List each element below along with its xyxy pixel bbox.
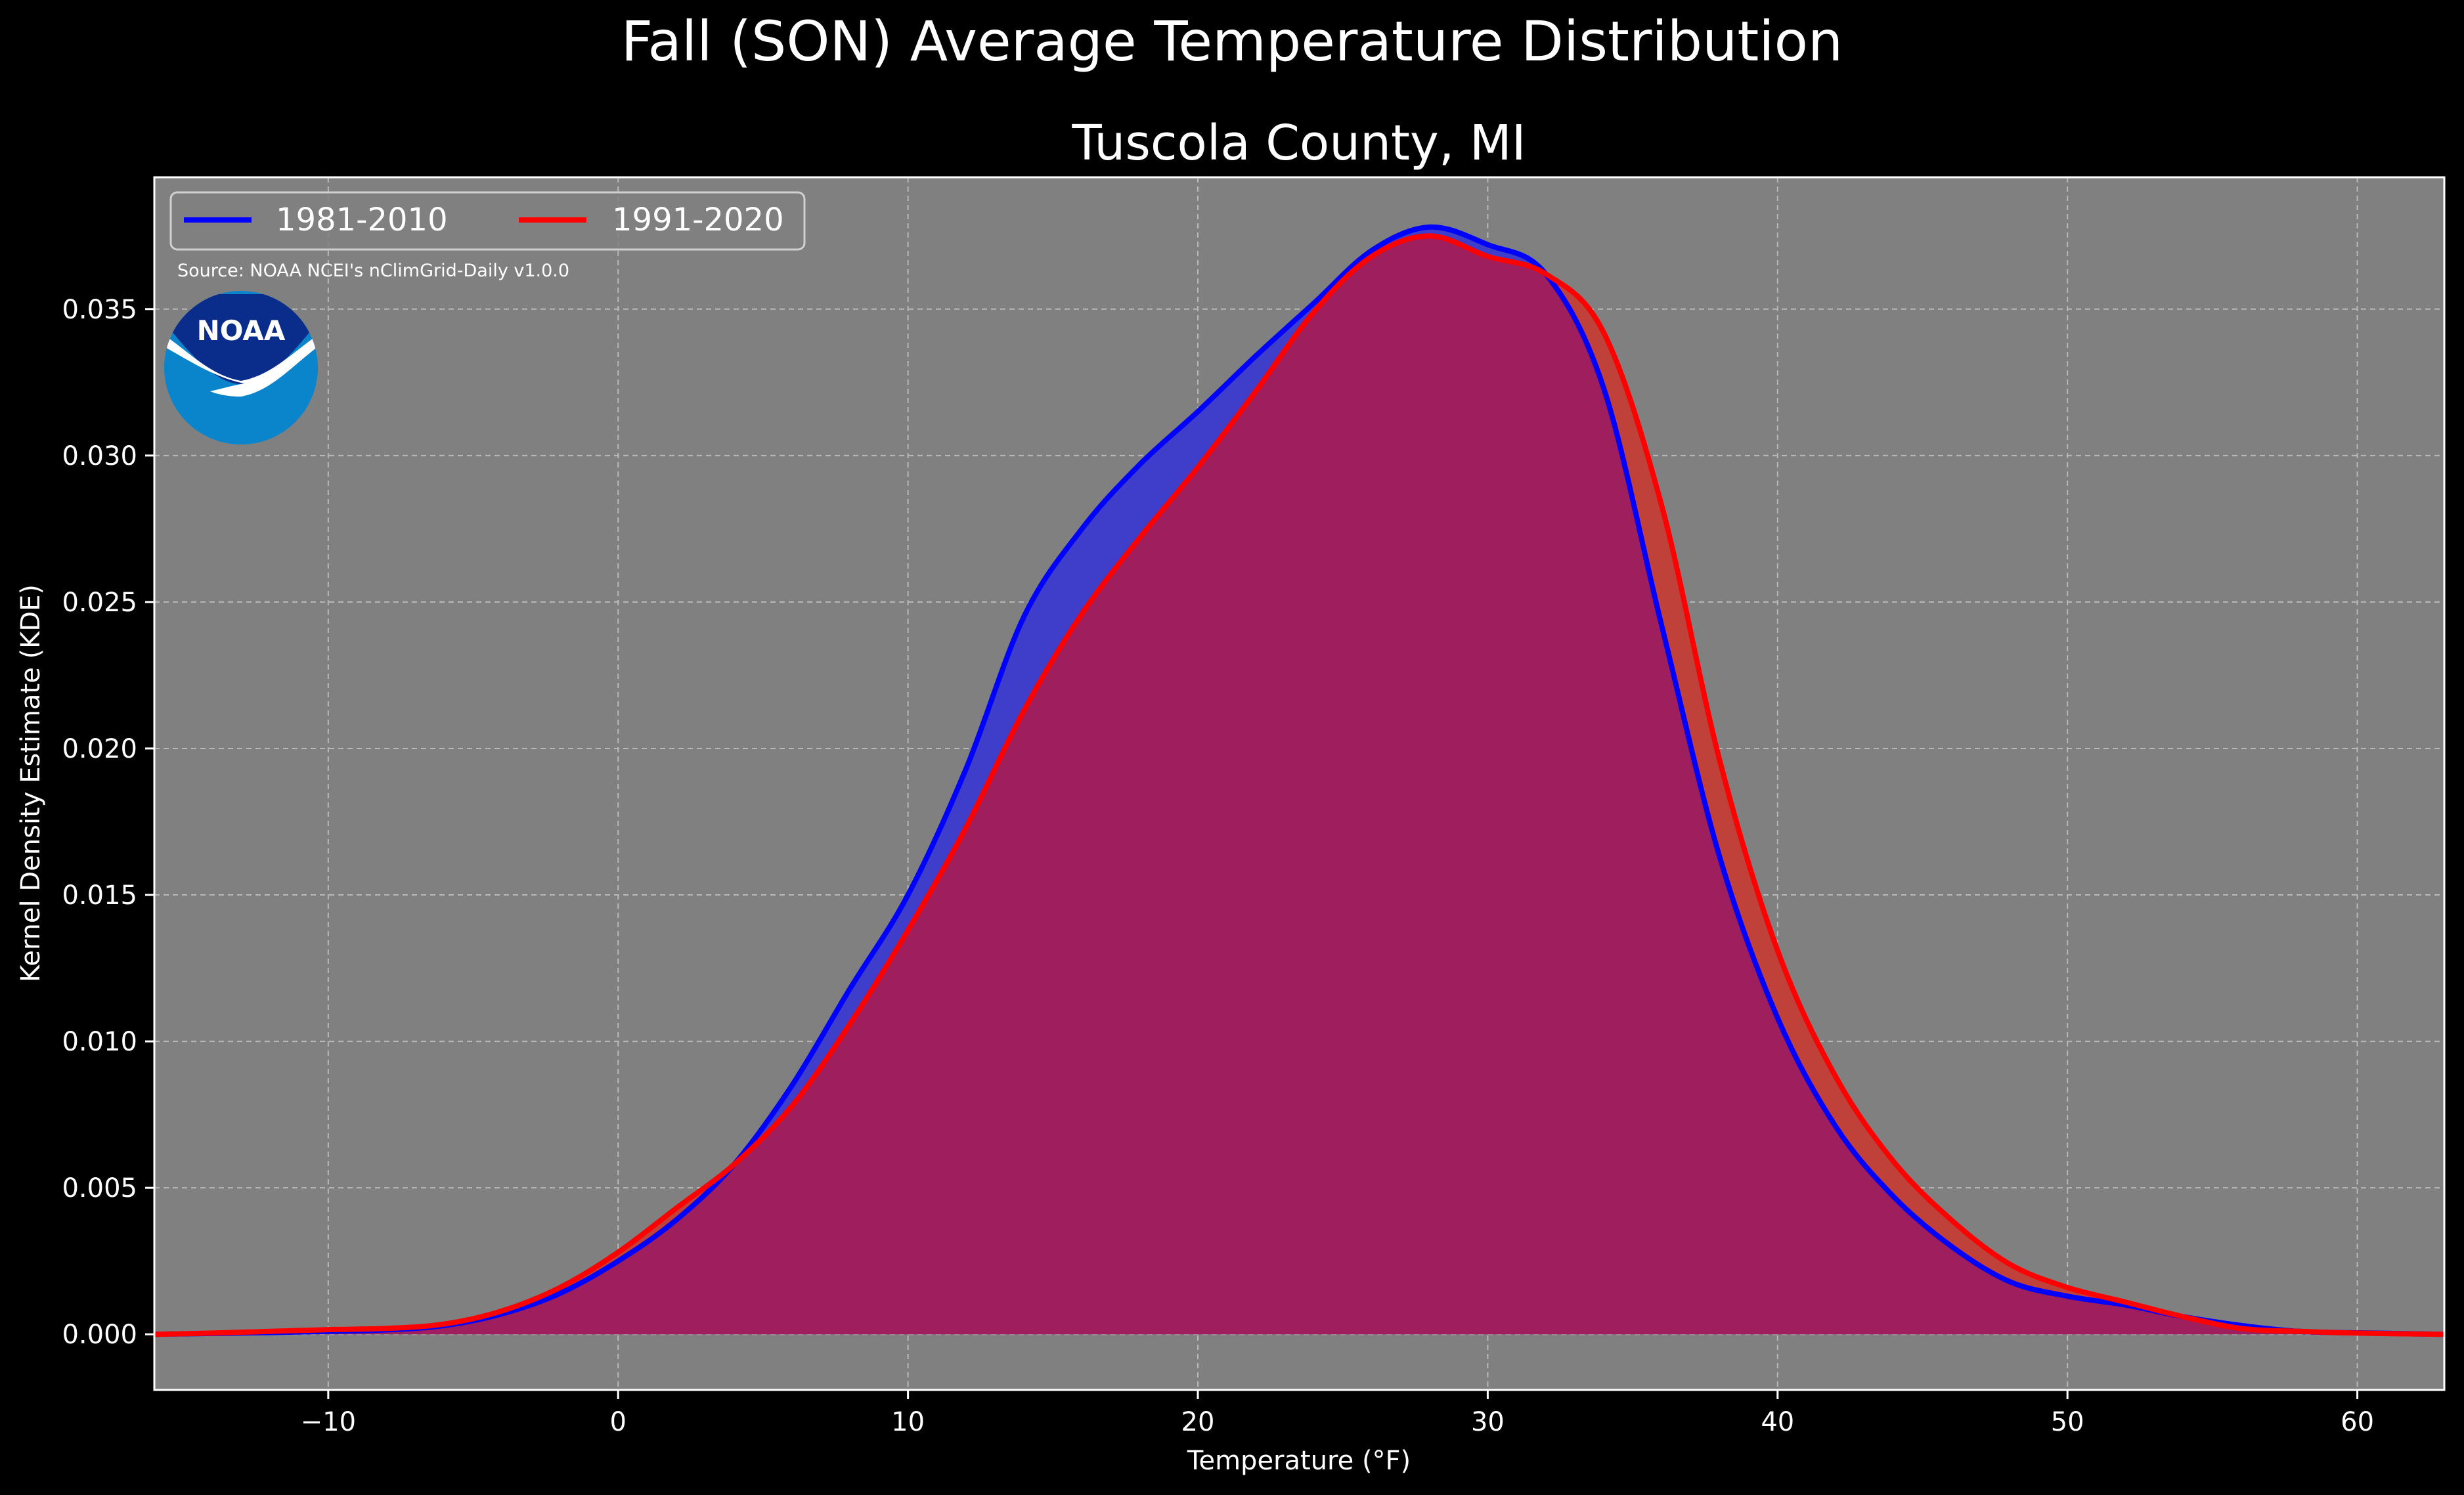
noaa-logo-top xyxy=(164,294,318,384)
x-tick-label: 10 xyxy=(891,1407,925,1437)
x-tick-label: 60 xyxy=(2341,1407,2374,1437)
x-tick-label: 0 xyxy=(610,1407,627,1437)
line-1981-2010 xyxy=(154,224,2444,1337)
x-axis-ticks: −10 0 10 20 30 40 50 60 xyxy=(301,1390,2374,1437)
line-1991-2020 xyxy=(154,233,2444,1337)
legend-label-1991-2020: 1991-2020 xyxy=(612,202,784,238)
x-tick-label: 30 xyxy=(1471,1407,1505,1437)
y-tick-label: 0.030 xyxy=(62,441,137,471)
kde-lines xyxy=(154,224,2444,1337)
figure-suptitle: Fall (SON) Average Temperature Distribut… xyxy=(621,9,1843,74)
y-tick-label: 0.020 xyxy=(62,734,137,764)
x-tick-label: −10 xyxy=(301,1407,356,1437)
y-tick-label: 0.015 xyxy=(62,880,137,911)
noaa-logo: NOAA xyxy=(164,291,318,444)
y-tick-label: 0.005 xyxy=(62,1173,137,1203)
x-tick-label: 50 xyxy=(2051,1407,2084,1437)
y-tick-label: 0.000 xyxy=(62,1320,137,1350)
legend: 1981-2010 1991-2020 xyxy=(169,191,806,251)
source-note: Source: NOAA NCEI's nClimGrid-Daily v1.0… xyxy=(177,261,569,281)
plot-area xyxy=(153,176,2446,1391)
y-axis-label: Kernel Density Estimate (KDE) xyxy=(16,584,46,982)
legend-box xyxy=(169,191,806,251)
y-tick-label: 0.035 xyxy=(62,295,137,325)
x-tick-label: 40 xyxy=(1761,1407,1794,1437)
y-tick-label: 0.010 xyxy=(62,1027,137,1057)
x-axis-label: Temperature (°F) xyxy=(1187,1446,1411,1476)
noaa-logo-gull xyxy=(164,335,318,397)
legend-label-1981-2010: 1981-2010 xyxy=(276,202,448,238)
area-overlap xyxy=(154,236,2444,1335)
y-axis-ticks: 0.000 0.005 0.010 0.015 0.020 0.025 0.030 0.035 xyxy=(62,295,154,1350)
kde-fills xyxy=(154,227,2444,1335)
axes-frame xyxy=(153,176,2446,1391)
x-tick-label: 20 xyxy=(1181,1407,1215,1437)
chart-title: Tuscola County, MI xyxy=(1071,115,1526,171)
noaa-logo-text: NOAA xyxy=(197,314,286,347)
y-tick-label: 0.025 xyxy=(62,588,137,618)
